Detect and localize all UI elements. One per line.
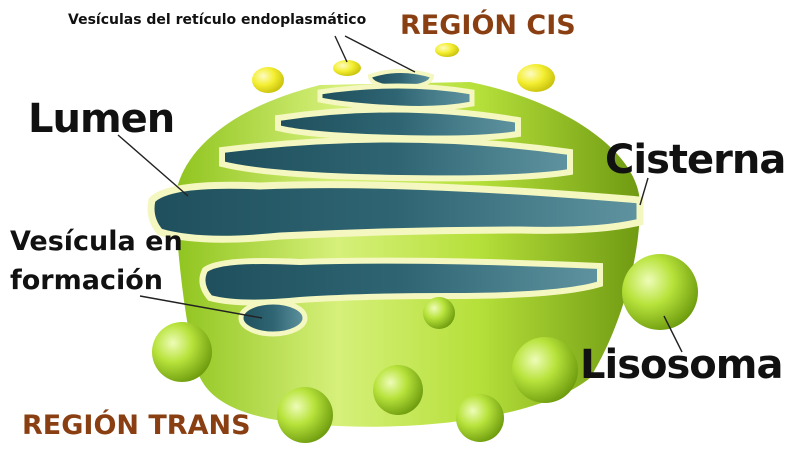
label-lisosoma: Lisosoma <box>580 342 783 388</box>
leader-er-vesicles-1 <box>334 35 348 63</box>
cisterna-5 <box>147 181 644 243</box>
er-vesicle <box>333 60 361 76</box>
er-vesicles <box>252 43 555 93</box>
cisterna-4 <box>219 136 573 182</box>
leader-forming-vesicle <box>139 295 263 319</box>
label-forming-vesicle-line2: formación <box>10 265 163 296</box>
leader-lisosoma <box>663 315 683 353</box>
er-vesicle <box>435 43 459 57</box>
cisternae-stack <box>147 69 644 337</box>
lysosome <box>456 394 504 442</box>
forming-vesicle <box>238 299 308 337</box>
label-er-vesicles: Vesículas del retículo endoplasmático <box>68 12 367 28</box>
label-forming-vesicle-line1: Vesícula en <box>10 226 183 257</box>
leader-cisterna <box>639 177 649 206</box>
leader-lines <box>117 35 683 353</box>
cisterna-3 <box>275 106 521 142</box>
lysosome <box>277 387 333 443</box>
er-vesicle <box>252 67 284 93</box>
lysosomes <box>152 254 698 443</box>
lysosome <box>622 254 698 330</box>
leader-lumen <box>117 134 189 197</box>
label-region-cis: REGIÓN CIS <box>400 10 576 41</box>
label-lumen: Lumen <box>28 96 175 142</box>
cisterna-2 <box>317 83 475 111</box>
label-region-trans: REGIÓN TRANS <box>22 410 251 441</box>
lysosome <box>512 337 578 403</box>
er-vesicle <box>517 64 555 92</box>
lysosome <box>152 322 212 382</box>
lysosome <box>423 297 455 329</box>
label-cisterna: Cisterna <box>605 137 786 183</box>
cisterna-6 <box>199 257 603 306</box>
leader-er-vesicles-2 <box>344 35 416 73</box>
lysosome <box>373 365 423 415</box>
